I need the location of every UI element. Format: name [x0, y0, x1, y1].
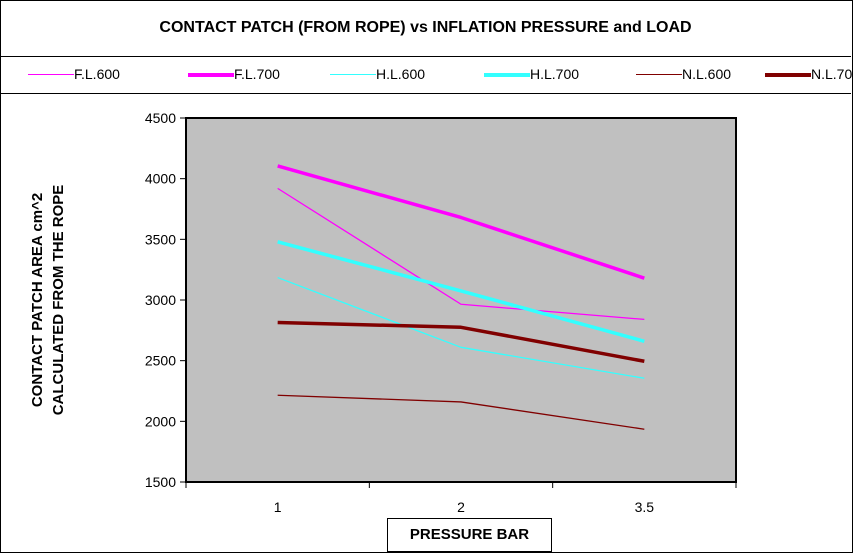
legend-swatch [484, 73, 530, 77]
y-tick-label: 3500 [145, 231, 176, 247]
legend: F.L.600 F.L.700 H.L.600 H.L.700 N.L.600 N.L.7… [0, 56, 853, 94]
legend-label: N.L.700 [811, 66, 853, 82]
series-line-n-l-700 [277, 320, 645, 363]
y-tick-label: 1500 [145, 474, 176, 490]
legend-label: H.L.700 [530, 66, 580, 82]
x-tick-label: 3.5 [635, 499, 655, 515]
series-line-h-l-700 [277, 240, 645, 343]
legend-label: F.L.600 [74, 66, 120, 82]
y-tick-label: 3000 [145, 292, 176, 308]
series-line-f-l-700 [277, 164, 645, 280]
legend-swatch [330, 74, 376, 75]
y-tick-label: 4000 [145, 171, 176, 187]
x-axis-label: PRESSURE BAR [387, 518, 552, 552]
x-tick-label: 1 [274, 499, 282, 515]
y-tick-label: 2000 [145, 413, 176, 429]
series-line-n-l-600 [277, 394, 645, 430]
x-tick-label: 2 [457, 499, 465, 515]
y-tick-label: 2500 [145, 353, 176, 369]
plot-area [185, 117, 737, 483]
series-line-h-l-600 [277, 276, 645, 379]
y-tick-label: 4500 [145, 110, 176, 126]
legend-swatch [636, 74, 682, 75]
legend-label: F.L.700 [234, 66, 280, 82]
series-line-f-l-600 [277, 187, 645, 321]
legend-swatch [188, 73, 234, 77]
legend-swatch [28, 74, 74, 75]
legend-swatch [765, 73, 811, 77]
chart-title: CONTACT PATCH (FROM ROPE) vs INFLATION P… [159, 19, 692, 36]
legend-label: N.L.600 [682, 66, 732, 82]
legend-label: H.L.600 [376, 66, 426, 82]
